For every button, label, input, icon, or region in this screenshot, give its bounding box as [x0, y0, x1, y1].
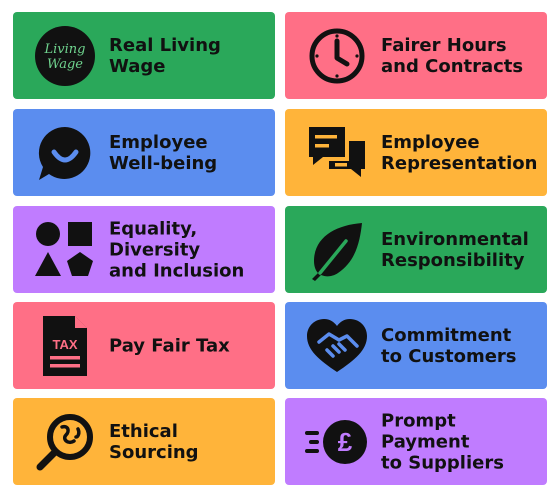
card-commitment-customers: Commitment to Customers [285, 302, 547, 389]
label-line: Prompt [381, 410, 456, 431]
label-line: Equality, [109, 218, 198, 239]
leaf-icon [305, 218, 369, 282]
card-equality-diversity: Equality, Diversity and Inclusion [13, 206, 275, 293]
card-real-living-wage: Living Wage Real Living Wage [13, 12, 275, 99]
label-line: Real Living [109, 34, 221, 56]
label-line: Fairer Hours [381, 34, 507, 56]
smile-speech-bubble-icon [33, 121, 97, 185]
heart-handshake-icon [305, 314, 369, 378]
card-label: Employee Representation [381, 132, 539, 174]
magnifier-globe-icon [33, 410, 97, 474]
label-line: Payment [381, 431, 470, 452]
label-line: Well-being [109, 152, 218, 174]
label-line: Employee [381, 131, 480, 153]
card-prompt-payment: £ Prompt Payment to Suppliers [285, 398, 547, 485]
tax-document-icon: TAX [33, 314, 97, 378]
label-line: and Inclusion [109, 260, 245, 281]
card-label: Pay Fair Tax [109, 335, 267, 356]
label-line: Environmental [381, 228, 529, 250]
label-line: Commitment [381, 324, 512, 346]
label-line: Diversity [109, 239, 201, 260]
card-employee-wellbeing: Employee Well-being [13, 109, 275, 196]
pound-sign: £ [338, 427, 353, 457]
clock-icon [305, 24, 369, 88]
label-line: Sourcing [109, 441, 199, 463]
card-label: Prompt Payment to Suppliers [381, 410, 539, 473]
label-line: to Suppliers [381, 452, 504, 473]
card-label: Equality, Diversity and Inclusion [109, 218, 267, 281]
card-label: Fairer Hours and Contracts [381, 35, 539, 77]
card-pay-fair-tax: TAX Pay Fair Tax [13, 302, 275, 389]
logo-text-living: Living [44, 42, 86, 57]
chat-bubbles-icon [305, 121, 369, 185]
label-line: Responsibility [381, 249, 525, 271]
card-label: Employee Well-being [109, 132, 267, 174]
label-line: Employee [109, 131, 208, 153]
card-environmental: Environmental Responsibility [285, 206, 547, 293]
card-label: Ethical Sourcing [109, 421, 267, 463]
card-label: Real Living Wage [109, 35, 267, 77]
card-employee-representation: Employee Representation [285, 109, 547, 196]
shapes-icon [33, 218, 97, 282]
label-line: Representation [381, 152, 538, 174]
label-line: and Contracts [381, 55, 524, 77]
card-label: Environmental Responsibility [381, 229, 539, 271]
logo-text-wage: Wage [47, 57, 83, 72]
card-ethical-sourcing: Ethical Sourcing [13, 398, 275, 485]
card-fairer-hours: Fairer Hours and Contracts [285, 12, 547, 99]
label-line: Pay Fair Tax [109, 335, 230, 356]
label-line: to Customers [381, 345, 517, 367]
living-wage-logo-icon: Living Wage [33, 24, 97, 88]
tax-text: TAX [52, 337, 77, 352]
label-line: Wage [109, 55, 166, 77]
fast-pound-coin-icon: £ [305, 410, 369, 474]
card-label: Commitment to Customers [381, 325, 539, 367]
label-line: Ethical [109, 420, 178, 442]
